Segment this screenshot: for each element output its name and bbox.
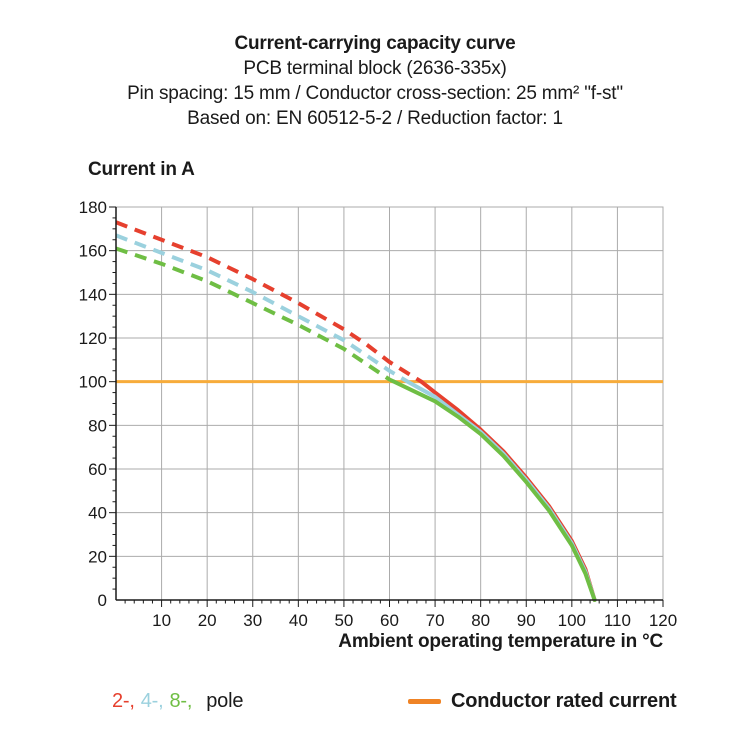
x-tick-label: 120 xyxy=(649,611,677,630)
x-tick-label: 70 xyxy=(426,611,445,630)
y-tick-label: 20 xyxy=(88,547,107,566)
chart-title: Current-carrying capacity curve xyxy=(234,33,516,54)
rated-current-legend: Conductor rated current xyxy=(408,690,677,713)
x-tick-label: 10 xyxy=(152,611,171,630)
rated-current-label: Conductor rated current xyxy=(451,690,677,712)
y-tick-label: 100 xyxy=(79,373,107,392)
curve-8-pole-dashed xyxy=(115,246,395,384)
x-tick-label: 20 xyxy=(198,611,217,630)
curve-8-pole-solid xyxy=(392,379,597,602)
y-tick-label: 80 xyxy=(88,416,107,435)
rated-current-swatch xyxy=(408,699,441,704)
chart-subtitle-specs: Pin spacing: 15 mm / Conductor cross-sec… xyxy=(127,83,623,104)
chart-subtitle-standard: Based on: EN 60512-5-2 / Reduction facto… xyxy=(187,108,563,129)
curve-4-pole-dashed xyxy=(115,233,409,384)
y-tick-label: 160 xyxy=(79,242,107,261)
x-tick-label: 90 xyxy=(517,611,536,630)
x-tick-label: 30 xyxy=(243,611,262,630)
x-tick-label: 60 xyxy=(380,611,399,630)
chart-title-block: Current-carrying capacity curve PCB term… xyxy=(0,31,750,131)
legend-8-pole: 8-, xyxy=(169,690,193,712)
x-axis-title: Ambient operating temperature in °C xyxy=(338,631,663,652)
y-tick-label: 0 xyxy=(98,591,107,610)
x-tick-label: 110 xyxy=(604,611,631,630)
y-tick-label: 140 xyxy=(79,285,107,304)
pole-legend: 2-, 4-, 8-, pole xyxy=(112,690,249,713)
curve-2-pole-dashed xyxy=(115,220,423,384)
y-tick-label: 60 xyxy=(88,460,107,479)
legend-4-pole: 4-, xyxy=(140,690,164,712)
y-tick-label: 120 xyxy=(79,329,107,348)
y-tick-label: 40 xyxy=(88,504,107,523)
x-tick-label: 100 xyxy=(558,611,586,630)
x-tick-label: 80 xyxy=(471,611,490,630)
chart-subtitle-product: PCB terminal block (2636-335x) xyxy=(243,58,507,79)
x-tick-label: 40 xyxy=(289,611,308,630)
y-tick-label: 180 xyxy=(79,198,107,217)
curve-4-pole-solid xyxy=(405,379,597,602)
y-axis-title: Current in A xyxy=(88,159,195,180)
legend-2-pole: 2-, xyxy=(112,690,135,712)
curve-2-pole-solid xyxy=(419,379,597,602)
legend-pole-suffix: pole xyxy=(206,690,244,712)
x-tick-label: 50 xyxy=(334,611,353,630)
